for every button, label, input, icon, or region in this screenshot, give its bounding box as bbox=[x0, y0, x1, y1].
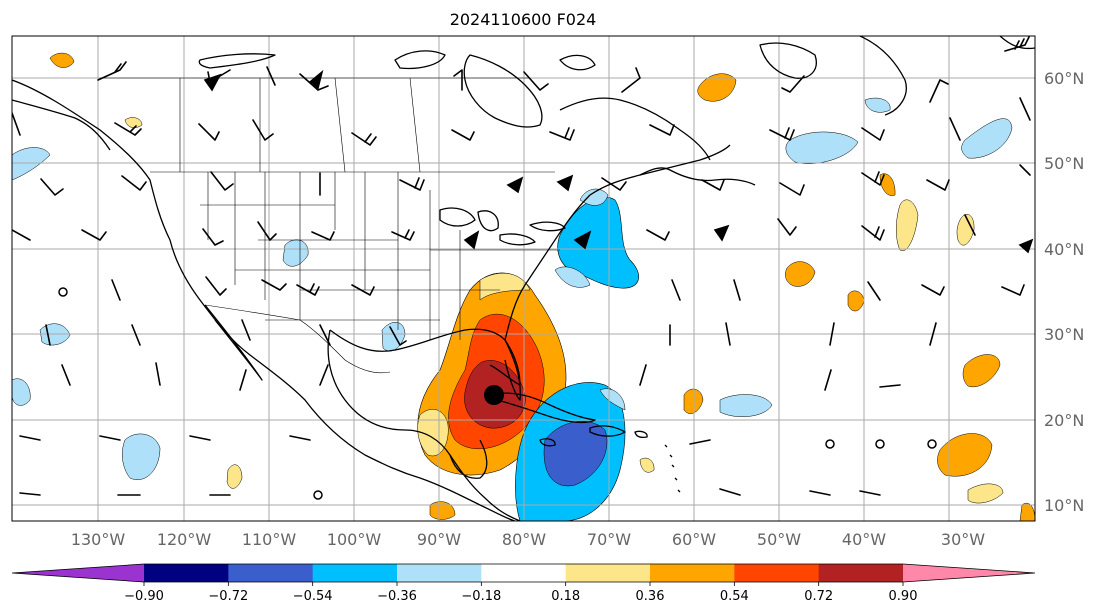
lon-label-90: 90°W bbox=[417, 530, 461, 549]
colorbar-segment bbox=[481, 564, 567, 582]
wind-barbs bbox=[12, 36, 1034, 500]
colorbar: −0.90 −0.72 −0.54 −0.36 −0.18 0.18 0.36 0.54 0.7… bbox=[11, 563, 1036, 604]
lon-label-110: 110°W bbox=[242, 530, 297, 549]
colorbar-tick-label: −0.54 bbox=[293, 589, 333, 604]
colorbar-segment bbox=[312, 564, 398, 582]
negative-anomaly-atlantic-north bbox=[579, 188, 609, 206]
longitude-labels: 130°W 120°W 110°W 100°W 90°W 80°W 70°W 6… bbox=[71, 530, 985, 549]
negative-anomaly-edge bbox=[599, 388, 626, 411]
lon-label-30: 30°W bbox=[941, 530, 985, 549]
lat-label-60: 60°N bbox=[1044, 69, 1084, 88]
colorbar-tick-label: 0.54 bbox=[720, 589, 749, 604]
political-borders bbox=[100, 77, 560, 374]
latitude-labels: 60°N 50°N 40°N 30°N 20°N 10°N bbox=[1044, 69, 1084, 515]
map-title: 2024110600 F024 bbox=[450, 10, 597, 29]
colorbar-tick-label: 0.18 bbox=[551, 589, 580, 604]
map-panel bbox=[12, 36, 1035, 521]
colorbar-tick-label: 0.72 bbox=[804, 589, 833, 604]
lat-label-30: 30°N bbox=[1044, 325, 1084, 344]
colorbar-tick-label: 0.36 bbox=[636, 589, 665, 604]
map-frame bbox=[11, 35, 1036, 522]
colorbar-tick-label: −0.72 bbox=[208, 589, 248, 604]
colorbar-tick-label: −0.18 bbox=[461, 589, 501, 604]
colorbar-tick-label: −0.36 bbox=[377, 589, 417, 604]
colorbar-segment bbox=[397, 564, 482, 582]
lon-label-80: 80°W bbox=[502, 530, 546, 549]
colorbar-tick-label: 0.90 bbox=[889, 589, 918, 604]
colorbar-extend-high bbox=[903, 564, 1035, 582]
colorbar-segment bbox=[734, 564, 820, 582]
lon-label-50: 50°W bbox=[757, 530, 801, 549]
lon-label-60: 60°W bbox=[672, 530, 716, 549]
lon-label-130: 130°W bbox=[71, 530, 126, 549]
lat-label-10: 10°N bbox=[1044, 496, 1084, 515]
lon-label-40: 40°W bbox=[842, 530, 886, 549]
colorbar-tick-label: −0.90 bbox=[124, 589, 164, 604]
colorbar-segment bbox=[650, 564, 735, 582]
positive-anomaly-fringe bbox=[479, 273, 531, 301]
storm-center-marker bbox=[484, 385, 504, 405]
lat-label-20: 20°N bbox=[1044, 411, 1084, 430]
lat-label-40: 40°N bbox=[1044, 240, 1084, 259]
colorbar-segment bbox=[565, 564, 651, 582]
lat-label-50: 50°N bbox=[1044, 154, 1084, 173]
lon-label-100: 100°W bbox=[327, 530, 382, 549]
lon-label-70: 70°W bbox=[587, 530, 631, 549]
colorbar-segment bbox=[144, 564, 229, 582]
colorbar-extend-low bbox=[12, 564, 144, 582]
colorbar-segment bbox=[228, 564, 314, 582]
lon-label-120: 120°W bbox=[157, 530, 212, 549]
negative-anomaly-atlantic-edge bbox=[554, 266, 591, 288]
shaded-fields bbox=[12, 52, 1035, 521]
colorbar-segment bbox=[818, 564, 904, 582]
